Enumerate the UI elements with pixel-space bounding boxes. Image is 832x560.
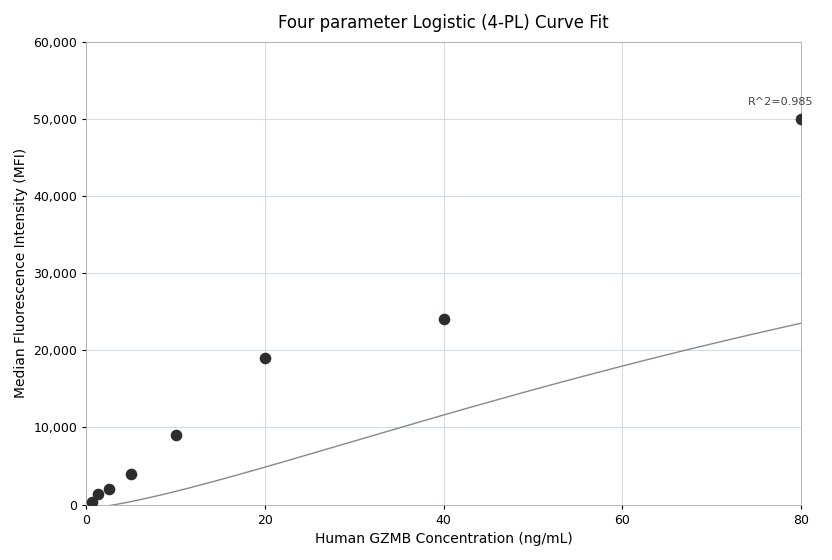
Point (259, 353, 272, 362)
Point (125, 469, 138, 478)
Y-axis label: Median Fluorescence Intensity (MFI): Median Fluorescence Intensity (MFI) (14, 148, 28, 398)
Point (86, 498, 99, 507)
Title: Four parameter Logistic (4-PL) Curve Fit: Four parameter Logistic (4-PL) Curve Fit (279, 14, 609, 32)
Point (169, 431, 182, 440)
X-axis label: Human GZMB Concentration (ng/mL): Human GZMB Concentration (ng/mL) (314, 532, 572, 546)
Text: R^2=0.985: R^2=0.985 (747, 97, 813, 108)
Point (437, 315, 450, 324)
Point (91, 489, 104, 498)
Point (102, 484, 116, 493)
Point (795, 114, 808, 123)
